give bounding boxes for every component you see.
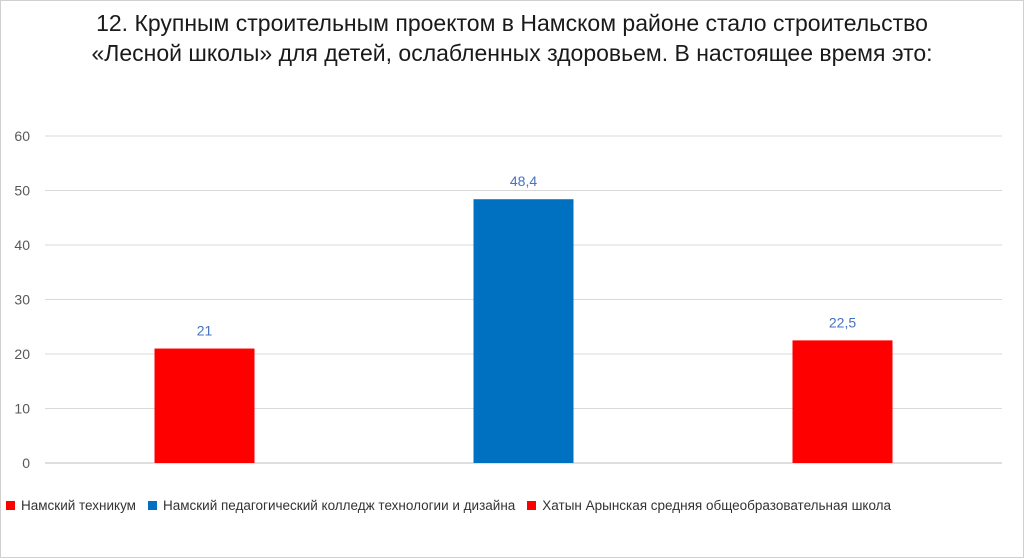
legend-label: Намский техникум [21,498,136,513]
legend-label: Намский педагогический колледж технологи… [162,498,516,513]
legend: Намский техникум Намский педагогический к… [6,498,1022,522]
chart-title: 12. Крупным строительным проектом в Намс… [91,10,933,66]
y-tick-label: 20 [14,346,30,362]
bar [792,340,893,463]
y-axis-ticks: 0 10 20 30 40 50 60 [14,128,30,471]
legend-item: Намский педагогический колледж технологи… [147,498,516,513]
legend-swatch [527,501,537,510]
legend-swatch [6,501,15,510]
bar [473,199,574,463]
y-tick-label: 30 [14,292,30,308]
y-tick-label: 40 [14,237,30,253]
y-tick-label: 0 [22,455,30,471]
y-tick-label: 10 [14,401,30,417]
y-tick-label: 60 [14,128,30,144]
data-label: 48,4 [510,173,537,189]
data-label: 21 [197,323,213,339]
legend-swatch [147,501,157,510]
data-labels: 21 48,4 22,5 [197,173,857,338]
legend-label: Хатын Арынская средняя общеобразовательн… [542,498,892,513]
bar [154,348,255,463]
bars [154,199,893,463]
y-tick-label: 50 [14,183,30,199]
legend-item: Намский техникум [6,498,136,513]
data-label: 22,5 [829,314,856,330]
legend-item: Хатын Арынская средняя общеобразовательн… [527,498,891,513]
